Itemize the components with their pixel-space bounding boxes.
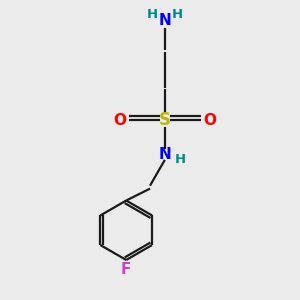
Text: N: N (158, 13, 171, 28)
Text: F: F (121, 262, 131, 277)
Text: O: O (203, 113, 217, 128)
Text: H: H (172, 8, 183, 21)
Text: S: S (159, 111, 171, 129)
Text: H: H (175, 153, 186, 166)
Text: N: N (158, 147, 171, 162)
Text: H: H (147, 8, 158, 21)
Text: O: O (113, 113, 126, 128)
